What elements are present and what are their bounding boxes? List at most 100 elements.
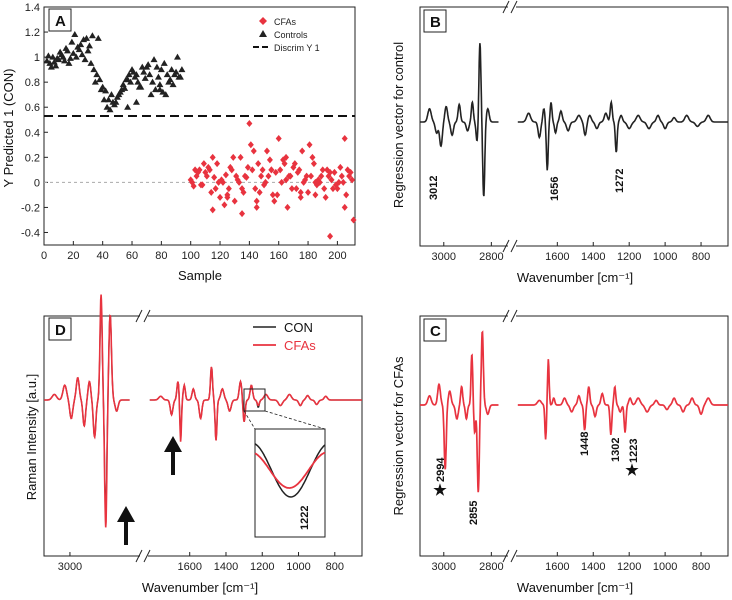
annotation-1448: 1448: [579, 432, 591, 456]
y-tick-label: -0.4: [21, 227, 40, 239]
cfa-point: [350, 216, 357, 224]
control-point: [53, 54, 61, 61]
cfa-point: [224, 193, 231, 201]
cfa-point: [189, 178, 196, 186]
control-point: [157, 66, 165, 73]
cfa-point: [209, 153, 216, 161]
control-point: [160, 59, 168, 66]
legend-controls-label: Controls: [274, 30, 308, 40]
control-point: [153, 63, 161, 70]
cfa-point: [327, 168, 334, 176]
panel-c-cfa-line-right: [517, 359, 728, 440]
y-tick-label: 0.4: [25, 127, 40, 139]
cfa-point: [230, 153, 237, 161]
legend-discrim-label: Discrim Y 1: [274, 43, 320, 53]
control-point: [168, 66, 176, 73]
cfa-point: [200, 160, 207, 168]
control-point: [62, 44, 70, 51]
panel-b-axis-break: [502, 0, 518, 253]
cfa-point: [272, 168, 279, 176]
cfa-point: [283, 176, 290, 184]
annotation-3012: 3012: [428, 176, 440, 200]
cfa-point: [221, 201, 228, 209]
cfa-point: [269, 191, 276, 199]
zoom-connector: [264, 410, 326, 430]
y-tick-label: 0: [34, 177, 40, 189]
cfa-point: [197, 181, 204, 189]
x-tick-label: 2800: [479, 561, 503, 573]
control-point: [144, 61, 152, 68]
cfa-point: [215, 178, 222, 186]
cfa-point: [318, 172, 325, 180]
cfa-point: [291, 160, 298, 168]
cfa-point: [192, 166, 199, 174]
cfa-point: [244, 163, 251, 171]
control-point: [68, 38, 76, 45]
y-tick-label: 1: [34, 52, 40, 64]
cfa-point: [344, 166, 351, 174]
panel-c-frame-right: [516, 315, 729, 557]
control-point: [88, 32, 96, 39]
cfa-point: [209, 206, 216, 214]
panel-a-x-ticks: 0 20 40 60 80 100 120 140 160 180 200: [41, 241, 347, 262]
control-point: [124, 76, 132, 83]
cfa-point: [294, 168, 301, 176]
cfa-point: [297, 193, 304, 201]
x-tick-label: 1200: [617, 561, 641, 573]
cfa-point: [305, 188, 312, 196]
legend-cfa-marker: [259, 17, 267, 25]
cfa-point: [341, 135, 348, 143]
y-tick-label: 0.6: [25, 102, 40, 114]
panel-a-ylabel: Y Predicted 1 (CON): [1, 69, 16, 188]
cfa-point: [236, 178, 243, 186]
cfa-point: [258, 172, 265, 180]
x-tick-label: 60: [126, 250, 138, 262]
cfa-point: [241, 172, 248, 180]
x-tick-label: 1000: [286, 561, 310, 573]
cfa-point: [252, 185, 259, 193]
cfa-point: [206, 166, 213, 174]
panel-b-control-line-right: [517, 99, 728, 171]
control-point: [43, 57, 51, 64]
cfa-point: [274, 191, 281, 199]
cfa-point: [217, 193, 224, 201]
panel-b-control-line-left: [420, 43, 499, 197]
cfa-point: [343, 191, 350, 199]
zoom-inset: 1222: [254, 428, 326, 538]
star-icon: ★: [433, 482, 447, 499]
panel-a-label-box: [48, 8, 72, 32]
panel-a-controls-points: [43, 31, 186, 113]
cfa-point: [322, 193, 329, 201]
x-tick-label: 140: [240, 250, 258, 262]
cfa-point: [309, 153, 316, 161]
control-point: [69, 49, 77, 56]
x-tick-label: 3000: [432, 251, 456, 263]
cfa-point: [275, 135, 282, 143]
control-point: [171, 71, 179, 78]
control-point: [169, 81, 177, 88]
panel-c-label: C: [430, 323, 441, 340]
control-point: [77, 41, 85, 48]
legend-controls-marker: [259, 30, 267, 37]
y-tick-label: 1.2: [25, 27, 40, 39]
x-tick-label: 1400: [581, 561, 605, 573]
cfa-point: [300, 178, 307, 186]
panel-d-frame-left: [43, 315, 140, 557]
panel-d: 3000 1600 1400 1200 1000 800 1222 CON C: [24, 294, 363, 595]
control-point: [93, 71, 101, 78]
panel-a-cfa-points: [187, 119, 357, 240]
control-point: [44, 52, 52, 59]
x-tick-label: 800: [692, 561, 710, 573]
control-point: [61, 57, 69, 64]
control-point: [91, 78, 99, 85]
cfa-point: [332, 181, 339, 189]
cfa-point: [203, 172, 210, 180]
panel-c: 3000 2800 1600 1400 1200 1000 800 2994 2855 14…: [391, 309, 729, 595]
cfa-point: [208, 188, 215, 196]
control-point: [141, 74, 149, 81]
x-tick-label: 120: [211, 250, 229, 262]
cfa-point: [250, 147, 257, 155]
x-tick-label: 160: [270, 250, 288, 262]
cfa-point: [268, 166, 275, 174]
